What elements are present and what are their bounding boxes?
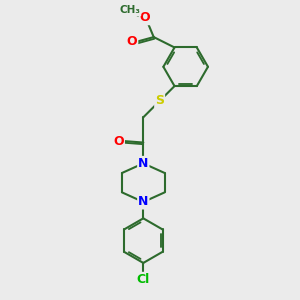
Text: S: S (155, 94, 164, 107)
Text: N: N (138, 157, 148, 170)
Text: O: O (127, 35, 137, 48)
Text: O: O (140, 11, 150, 24)
Text: N: N (138, 196, 148, 208)
Text: Cl: Cl (137, 273, 150, 286)
Text: CH₃: CH₃ (119, 5, 140, 15)
Text: O: O (113, 135, 124, 148)
